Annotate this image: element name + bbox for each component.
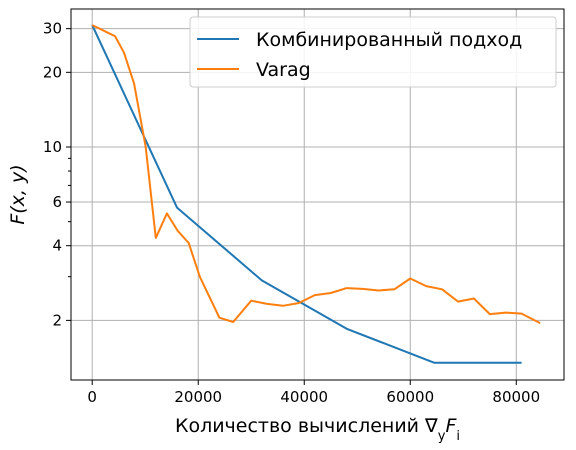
x-tick-label: 40000	[280, 388, 328, 406]
legend-box	[189, 16, 557, 88]
x-tick-label: 0	[87, 388, 97, 406]
y-tick-label: 20	[43, 63, 62, 81]
y-axis-ticks: 2 4 6 10 20 30	[43, 20, 71, 329]
series-lines	[91, 24, 541, 364]
x-axis-ticks: 0 20000 40000 60000 80000	[87, 380, 540, 406]
legend: Комбинированный подход Varag	[189, 16, 557, 88]
y-tick-label: 2	[52, 311, 62, 329]
series-line-0	[91, 24, 522, 364]
y-tick-label: 30	[43, 20, 62, 38]
y-tick-label: 10	[43, 138, 62, 156]
x-axis-label-var-sub: i	[456, 429, 460, 444]
x-tick-label: 60000	[386, 388, 434, 406]
legend-entry-combined: Комбинированный подход	[256, 29, 522, 51]
x-axis-label-sub: y	[438, 429, 446, 444]
y-tick-label: 4	[52, 237, 62, 255]
x-axis-label: Количество вычислений ∇yFi	[175, 415, 460, 444]
series-line-1	[91, 24, 541, 324]
x-tick-label: 20000	[174, 388, 222, 406]
x-axis-label-var: F	[445, 415, 457, 437]
y-axis-label: F(x, y)	[7, 164, 29, 224]
plot-frame	[70, 8, 565, 381]
x-axis-label-main: Количество вычислений ∇	[175, 415, 438, 437]
x-tick-label: 80000	[492, 388, 540, 406]
y-tick-label: 6	[52, 193, 62, 211]
legend-entry-varag: Varag	[256, 59, 311, 81]
